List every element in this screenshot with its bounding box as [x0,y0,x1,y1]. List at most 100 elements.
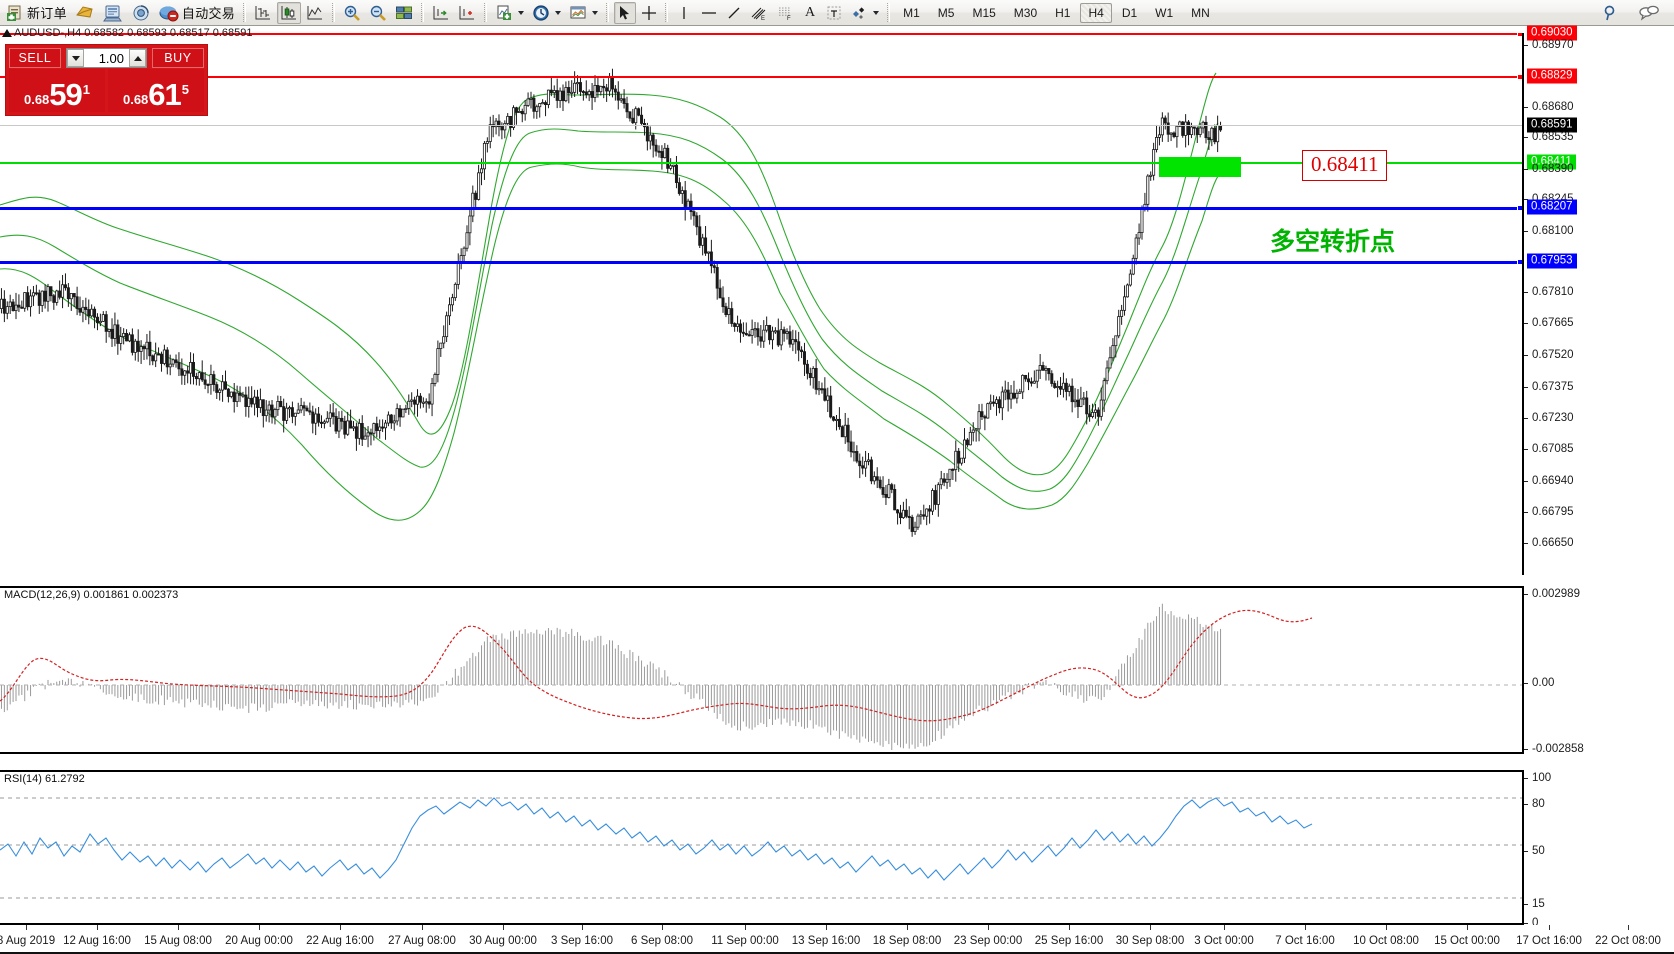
chart-shift-icon [433,5,449,19]
chart-expand-triangle-icon[interactable] [2,29,12,37]
chevron-down-icon[interactable] [518,10,525,15]
buy-label-button[interactable]: BUY [152,48,204,68]
time-tick [26,925,27,930]
level-line-pivot-lower-blue[interactable] [0,259,1522,265]
sell-label-button[interactable]: SELL [9,48,61,68]
toolbar-separator [887,3,891,22]
price-tick-label: 0.68100 [1532,225,1574,237]
timeframe-m5-button[interactable]: M5 [937,5,955,20]
support-zone-highlight[interactable] [1159,157,1241,177]
volume-stepper[interactable]: 1.00 [66,48,147,68]
sell-price-big: 59 [49,77,82,112]
rsi-pane[interactable] [0,770,1522,925]
toolbar-right-group [1598,2,1674,24]
navigator-button[interactable] [128,2,154,24]
time-tick [988,925,989,930]
macd-tick-label: 0.00 [1532,677,1555,689]
timeframe-m1-button[interactable]: M1 [903,5,920,20]
timeframe-w1-button[interactable]: W1 [1155,5,1174,20]
timeframe-m30-button[interactable]: M30 [1013,5,1038,20]
equidistant-channel-button[interactable]: E [747,2,771,24]
tile-windows-icon [396,6,413,19]
toolbar-separator [421,3,425,22]
price-callout[interactable]: 0.68411 [1302,150,1388,181]
time-tick [422,925,423,930]
auto-scroll-button[interactable] [455,2,479,24]
indicators-button[interactable] [492,2,527,24]
line-chart-button[interactable] [303,2,327,24]
resize-corner[interactable] [0,938,16,954]
chart-shift-button[interactable] [429,2,453,24]
tile-windows-button[interactable] [392,2,416,24]
price-level-badge[interactable]: 0.68411 [1527,154,1576,170]
level-line-resistance-upper[interactable] [0,33,1522,37]
price-level-badge[interactable]: 0.69030 [1527,25,1577,41]
chevron-up-icon [133,55,142,61]
text-icon: A [805,4,816,20]
horizontal-line-button[interactable] [697,2,721,24]
sell-price-button[interactable]: 0.68 59 1 [9,69,105,112]
terminal-button[interactable] [100,2,126,24]
cursor-button[interactable] [614,1,637,24]
price-chart-pane[interactable] [0,33,1522,575]
chevron-down-icon[interactable] [873,10,880,15]
zoom-out-button[interactable] [366,2,390,24]
level-line-pivot-upper-blue[interactable] [0,205,1522,211]
chevron-down-icon[interactable] [592,10,599,15]
level-line-resistance-main[interactable] [0,74,1522,80]
timeframe-d1-button[interactable]: D1 [1121,5,1138,20]
macd-histogram [0,603,1522,751]
volume-decrement-button[interactable] [67,49,84,67]
crosshair-button[interactable] [638,2,660,24]
time-scale[interactable]: 8 Aug 2019 12 Aug 16:00 15 Aug 08:00 20 Aug… [0,925,1674,954]
price-level-badge[interactable]: 0.68207 [1527,199,1577,215]
data-window-button[interactable] [72,2,98,24]
trendline-button[interactable] [723,2,745,24]
price-level-badge[interactable]: 0.68829 [1527,68,1577,84]
new-order-button[interactable]: 新订单 [3,2,70,24]
zoom-in-button[interactable] [340,2,364,24]
price-tick-label: 0.68680 [1532,101,1574,113]
text-button[interactable]: A [799,2,821,24]
time-tick [340,925,341,930]
one-click-trading-panel[interactable]: SELL 1.00 BUY 0.68 59 1 0.68 61 5 [5,44,208,116]
candlestick-chart-button[interactable] [277,1,302,24]
level-anchor[interactable] [1517,33,1522,37]
zoom-in-icon [344,5,361,21]
price-tick-label: 0.66940 [1532,475,1574,487]
volume-input[interactable]: 1.00 [98,50,124,66]
price-tick-label: 0.66650 [1532,537,1574,549]
one-click-prices-row: 0.68 59 1 0.68 61 5 [6,69,207,115]
bollinger-upper-band [0,72,1217,476]
price-level-badge[interactable]: 0.68591 [1527,117,1577,133]
macd-pane[interactable] [0,586,1522,754]
vertical-line-button[interactable] [673,2,695,24]
time-tick-label: 6 Sep 08:00 [630,935,694,947]
chevron-down-icon[interactable] [555,10,562,15]
fibonacci-button[interactable]: F [773,2,797,24]
rsi-tick-label: 0 [1532,917,1539,929]
toolbar-separator [484,3,488,22]
level-anchor[interactable] [1517,259,1522,265]
bar-chart-icon [255,5,271,19]
bar-chart-button[interactable] [251,2,275,24]
chat-button[interactable] [1635,2,1663,24]
price-level-badge[interactable]: 0.67953 [1527,253,1577,269]
volume-increment-button[interactable] [129,49,146,67]
timeframe-h4-button[interactable]: H4 [1080,2,1112,23]
new-order-label: 新订单 [27,6,67,21]
objects-button[interactable] [847,2,882,24]
text-label-button[interactable] [823,2,845,24]
period-button[interactable] [529,2,564,24]
level-line-support-green[interactable] [0,162,1522,164]
timeframe-h1-button[interactable]: H1 [1055,5,1071,20]
level-anchor[interactable] [1517,74,1522,80]
buy-price-button[interactable]: 0.68 61 5 [108,69,204,112]
auto-trading-button[interactable]: 自动交易 [156,2,238,24]
timeframe-m15-button[interactable]: M15 [972,5,996,20]
timeframe-mn-button[interactable]: MN [1191,5,1210,20]
price-scale[interactable]: 0.69030 0.68970 0.68829 0.68680 0.68591 0.685… [1522,25,1674,575]
templates-button[interactable] [566,2,601,24]
search-button[interactable] [1599,2,1623,24]
level-anchor[interactable] [1517,205,1522,211]
